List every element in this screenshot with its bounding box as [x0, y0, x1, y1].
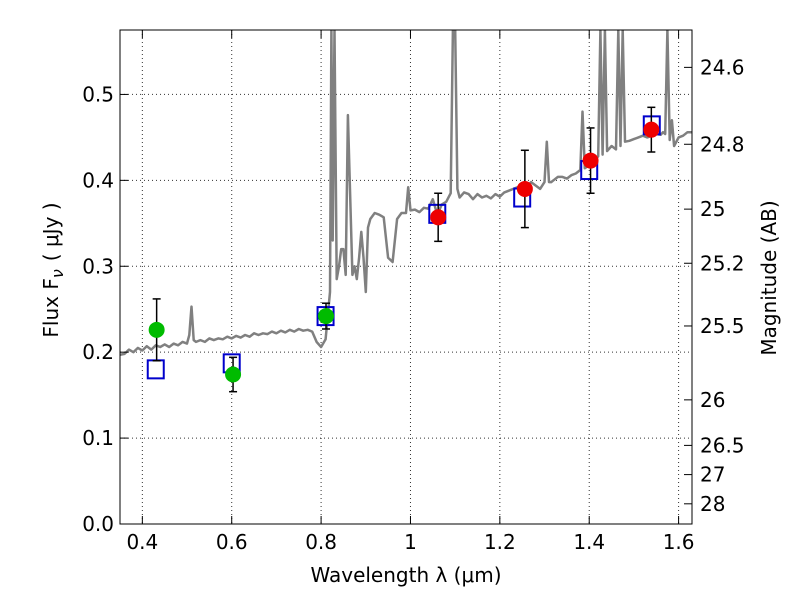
grid-lines: [120, 30, 692, 524]
magnitude-tick-label: 28: [700, 492, 725, 516]
svg-text:Flux Fν( μJy ): Flux Fν ( μJy ): [39, 202, 67, 337]
y-axis-label-unit: ( μJy ): [39, 202, 63, 261]
y-axis-label-text: Flux F: [39, 278, 63, 337]
x-tick-label: 0.4: [126, 530, 158, 554]
x-tick-label: 0.8: [305, 530, 337, 554]
observed-point-marker: [516, 180, 533, 197]
x-tick-label: 1.6: [663, 530, 695, 554]
spectrum-line: [120, 30, 692, 357]
magnitude-tick-label: 25.5: [700, 314, 745, 338]
y-tick-label: 0.3: [82, 254, 114, 278]
x-tick-label: 0.6: [216, 530, 248, 554]
y-tick-label: 0.1: [82, 426, 114, 450]
axis-ticks: 0.4 0.6 0.8 1 1.2 1.4 1.6 0.0 0.1 0.2 0.3 0.4 0.5 24.…: [82, 30, 745, 554]
model-square-marker: [146, 359, 165, 380]
observed-points-layer: [148, 121, 660, 383]
plot-frame: [119, 29, 693, 525]
y-axis-label-nu: ν: [48, 269, 67, 278]
observed-point-marker: [225, 366, 242, 383]
x-axis-label: Wavelength λ (μm): [310, 563, 501, 587]
y-tick-label: 0.0: [82, 512, 114, 536]
magnitude-tick-label: 27: [700, 463, 725, 487]
magnitude-tick-label: 25: [700, 197, 725, 221]
observed-point-marker: [148, 321, 165, 338]
x-tick-label: 1.4: [573, 530, 605, 554]
x-tick-label: 1: [404, 530, 417, 554]
observed-point-marker: [643, 121, 660, 138]
y-tick-label: 0.4: [82, 168, 114, 192]
observed-point-marker: [582, 152, 599, 169]
spectrum-layer: [120, 30, 692, 357]
magnitude-tick-label: 26: [700, 388, 725, 412]
magnitude-tick-label: 25.2: [700, 251, 745, 275]
x-tick-label: 1.2: [484, 530, 516, 554]
magnitude-tick-label: 26.5: [700, 433, 745, 457]
observed-point-marker: [318, 308, 335, 325]
magnitude-tick-label: 24.8: [700, 132, 745, 156]
magnitude-tick-label: 24.6: [700, 55, 745, 79]
y-axis-label-right: Magnitude (AB): [757, 200, 781, 355]
observed-point-marker: [430, 209, 447, 226]
y-axis-label-left: Flux Fν ( μJy ): [39, 202, 67, 337]
y-tick-label: 0.5: [82, 82, 114, 106]
y-tick-label: 0.2: [82, 340, 114, 364]
